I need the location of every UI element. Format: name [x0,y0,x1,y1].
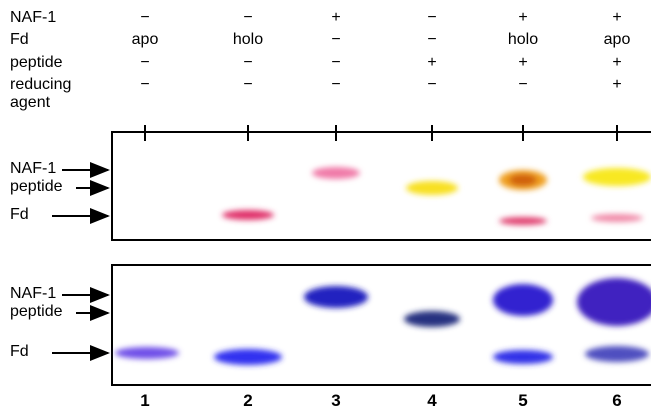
panel-bottom [112,265,651,385]
condition-label: reducing agent [10,76,80,112]
condition-cell: + [518,9,527,27]
condition-label: Fd [10,31,29,49]
condition-cell: apo [604,31,631,49]
condition-cell: − [140,76,149,94]
condition-cell: − [331,54,340,72]
condition-cell: − [427,31,436,49]
condition-cell: holo [508,31,538,49]
condition-cell: + [331,9,340,27]
lane-number: 5 [518,392,527,410]
condition-cell: − [140,54,149,72]
figure: NAF-1 − − + − + + Fd apo holo − − holo apo peptide − − − +… [0,0,651,412]
lane-number: 4 [427,392,436,410]
condition-cell: apo [132,31,159,49]
condition-cell: − [427,9,436,27]
panel-top [112,132,651,240]
condition-label: peptide [10,54,63,72]
condition-cell: + [427,54,436,72]
band-label: peptide [10,303,63,321]
band-arrows [52,170,108,353]
condition-cell: holo [233,31,263,49]
condition-cell: − [243,9,252,27]
condition-cell: − [243,54,252,72]
band-label: peptide [10,178,63,196]
condition-cell: + [518,54,527,72]
lane-number: 3 [331,392,340,410]
condition-cell: − [427,76,436,94]
condition-cell: + [612,76,621,94]
gel-figure [0,0,651,412]
band-label: Fd [10,343,29,361]
band-label: Fd [10,206,29,224]
condition-cell: − [331,76,340,94]
condition-cell: − [518,76,527,94]
condition-cell: − [140,9,149,27]
band-label: NAF-1 [10,285,56,303]
lane-number: 6 [612,392,621,410]
lane-number: 2 [243,392,252,410]
condition-cell: + [612,9,621,27]
condition-label: NAF-1 [10,9,56,27]
band-label: NAF-1 [10,160,56,178]
lane-number: 1 [140,392,149,410]
condition-cell: + [612,54,621,72]
condition-cell: − [331,31,340,49]
condition-cell: − [243,76,252,94]
